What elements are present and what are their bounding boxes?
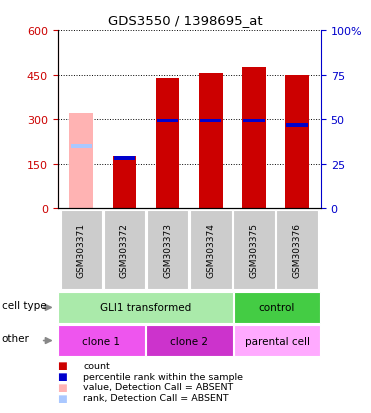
Bar (286, 124, 308, 128)
Bar (112, 157, 136, 209)
Bar (243, 119, 265, 123)
Bar (285, 75, 309, 209)
Text: GDS3550 / 1398695_at: GDS3550 / 1398695_at (108, 14, 263, 27)
Text: ■: ■ (58, 371, 67, 381)
Text: count: count (83, 361, 110, 370)
Text: ■: ■ (58, 361, 67, 370)
Text: GSM303373: GSM303373 (163, 223, 172, 277)
Bar (69, 114, 93, 209)
Text: rank, Detection Call = ABSENT: rank, Detection Call = ABSENT (83, 393, 229, 402)
Bar (147, 210, 188, 290)
Text: ■: ■ (58, 382, 67, 392)
Text: GSM303376: GSM303376 (293, 223, 302, 277)
Bar (156, 78, 180, 209)
Bar (114, 157, 135, 161)
Bar (146, 325, 233, 356)
Bar (157, 119, 178, 123)
Text: other: other (2, 334, 30, 344)
Text: control: control (259, 303, 295, 313)
Text: percentile rank within the sample: percentile rank within the sample (83, 372, 243, 381)
Bar (58, 292, 233, 323)
Bar (190, 210, 232, 290)
Text: value, Detection Call = ABSENT: value, Detection Call = ABSENT (83, 382, 234, 392)
Text: GSM303374: GSM303374 (206, 223, 215, 277)
Bar (199, 74, 223, 209)
Bar (233, 210, 275, 290)
Bar (276, 210, 318, 290)
Text: GSM303372: GSM303372 (120, 223, 129, 277)
Text: clone 2: clone 2 (170, 336, 208, 346)
Text: GSM303375: GSM303375 (249, 223, 259, 277)
Bar (234, 325, 321, 356)
Text: ■: ■ (58, 393, 67, 403)
Text: parental cell: parental cell (244, 336, 309, 346)
Bar (60, 210, 102, 290)
Text: GLI1 transformed: GLI1 transformed (100, 303, 191, 313)
Text: GSM303371: GSM303371 (77, 223, 86, 277)
Bar (104, 210, 145, 290)
Bar (200, 119, 221, 123)
Text: clone 1: clone 1 (82, 336, 121, 346)
Bar (58, 325, 145, 356)
Bar (234, 292, 321, 323)
Bar (70, 145, 92, 148)
Bar (242, 68, 266, 209)
Text: cell type: cell type (2, 301, 46, 311)
